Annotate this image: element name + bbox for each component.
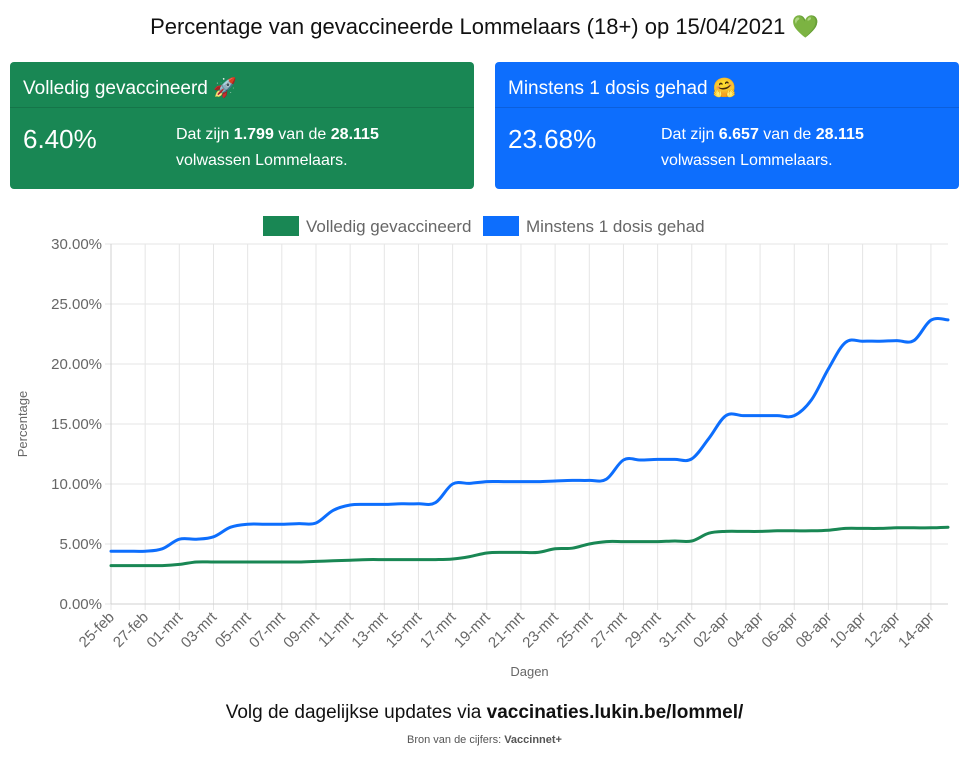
page-title: Percentage van gevaccineerde Lommelaars … <box>150 14 819 39</box>
x-tick-label: 12-apr <box>861 609 904 652</box>
legend-swatch <box>483 216 519 236</box>
x-tick-label: 08-apr <box>793 609 836 652</box>
footer-source: Bron van de cijfers: Vaccinnet+ <box>0 734 969 746</box>
x-tick-label: 21-mrt <box>485 608 528 651</box>
series-line-one-dose <box>109 317 950 553</box>
card-body: 23.68% Dat zijn 6.657 van de 28.115 volw… <box>495 108 959 189</box>
card-text-mid: van de <box>758 126 816 143</box>
x-tick-label: 15-mrt <box>383 608 426 651</box>
card-text-prefix: Dat zijn <box>176 126 234 143</box>
chart-svg: 0.00% 5.00% 10.00% 15.00% 20.00% 25.00% 30.00%… <box>15 216 950 679</box>
card-total: 28.115 <box>330 126 379 143</box>
x-tick-label: 13-mrt <box>348 608 391 651</box>
x-tick-label: 02-apr <box>690 609 733 652</box>
card-header: Minstens 1 dosis gehad 🤗 <box>495 62 959 108</box>
card-percentage: 6.40% <box>23 124 97 154</box>
legend-label: Volledig gevaccineerd <box>306 217 471 236</box>
x-tick-label: 06-apr <box>758 609 801 652</box>
card-header: Volledig gevaccineerd 🚀 <box>10 62 474 108</box>
card-text-suffix: volwassen Lommelaars. <box>176 152 348 169</box>
footer-text: Volg de dagelijkse updates via <box>225 702 487 723</box>
y-tick-label: 25.00% <box>51 296 102 313</box>
x-tick-label: 09-mrt <box>280 608 323 651</box>
x-tick-label: 07-mrt <box>246 608 289 651</box>
x-tick-label: 05-mrt <box>212 608 255 651</box>
legend-label: Minstens 1 dosis gehad <box>526 217 705 236</box>
x-tick-label: 23-mrt <box>519 608 562 651</box>
x-tick-label: 10-apr <box>827 609 870 652</box>
x-tick-label: 04-apr <box>724 609 767 652</box>
y-tick-label: 30.00% <box>51 236 102 253</box>
x-tick-label: 19-mrt <box>451 608 494 651</box>
card-description: Dat zijn 6.657 van de 28.115 volwassen L… <box>661 122 951 174</box>
footer-link[interactable]: vaccinaties.lukin.be/lommel/ <box>486 702 744 723</box>
x-tick-label: 14-apr <box>895 609 938 652</box>
series-line-fully-vaccinated <box>109 525 950 568</box>
card-text-suffix: volwassen Lommelaars. <box>661 152 833 169</box>
y-axis-title: Percentage <box>15 391 30 458</box>
x-tick-label: 01-mrt <box>143 608 186 651</box>
card-text-mid: van de <box>273 126 331 143</box>
x-tick-label: 25-mrt <box>553 608 596 651</box>
card-count: 6.657 <box>718 126 759 143</box>
vaccination-chart: 0.00% 5.00% 10.00% 15.00% 20.00% 25.00% 30.00%… <box>0 208 969 688</box>
footer-updates: Volg de dagelijkse updates via vaccinati… <box>0 702 969 724</box>
x-tick-label: 17-mrt <box>417 608 460 651</box>
x-tick-label: 11-mrt <box>315 608 357 650</box>
card-fully-vaccinated: Volledig gevaccineerd 🚀 6.40% Dat zijn 1… <box>10 62 474 189</box>
card-text-prefix: Dat zijn <box>661 126 719 143</box>
x-tick-label: 27-feb <box>110 609 152 651</box>
y-tick-label: 20.00% <box>51 356 102 373</box>
card-body: 6.40% Dat zijn 1.799 van de 28.115 volwa… <box>10 108 474 189</box>
x-tick-label: 29-mrt <box>622 608 665 651</box>
x-tick-label: 31-mrt <box>656 608 699 651</box>
source-name: Vaccinnet+ <box>504 734 562 746</box>
x-axis-title: Dagen <box>510 664 548 679</box>
y-tick-label: 5.00% <box>59 536 102 553</box>
y-tick-label: 10.00% <box>51 476 102 493</box>
source-label: Bron van de cijfers: <box>406 734 505 746</box>
y-tick-label: 0.00% <box>59 596 102 613</box>
x-tick-label: 03-mrt <box>178 608 221 651</box>
card-one-dose: Minstens 1 dosis gehad 🤗 23.68% Dat zijn… <box>495 62 959 189</box>
legend-swatch <box>263 216 299 236</box>
y-tick-label: 15.00% <box>51 416 102 433</box>
card-count: 1.799 <box>233 126 274 143</box>
x-tick-label: 27-mrt <box>588 608 631 651</box>
x-tick-label: 25-feb <box>76 609 118 651</box>
card-percentage: 23.68% <box>508 124 597 154</box>
card-description: Dat zijn 1.799 van de 28.115 volwassen L… <box>176 122 466 174</box>
card-total: 28.115 <box>815 126 864 143</box>
